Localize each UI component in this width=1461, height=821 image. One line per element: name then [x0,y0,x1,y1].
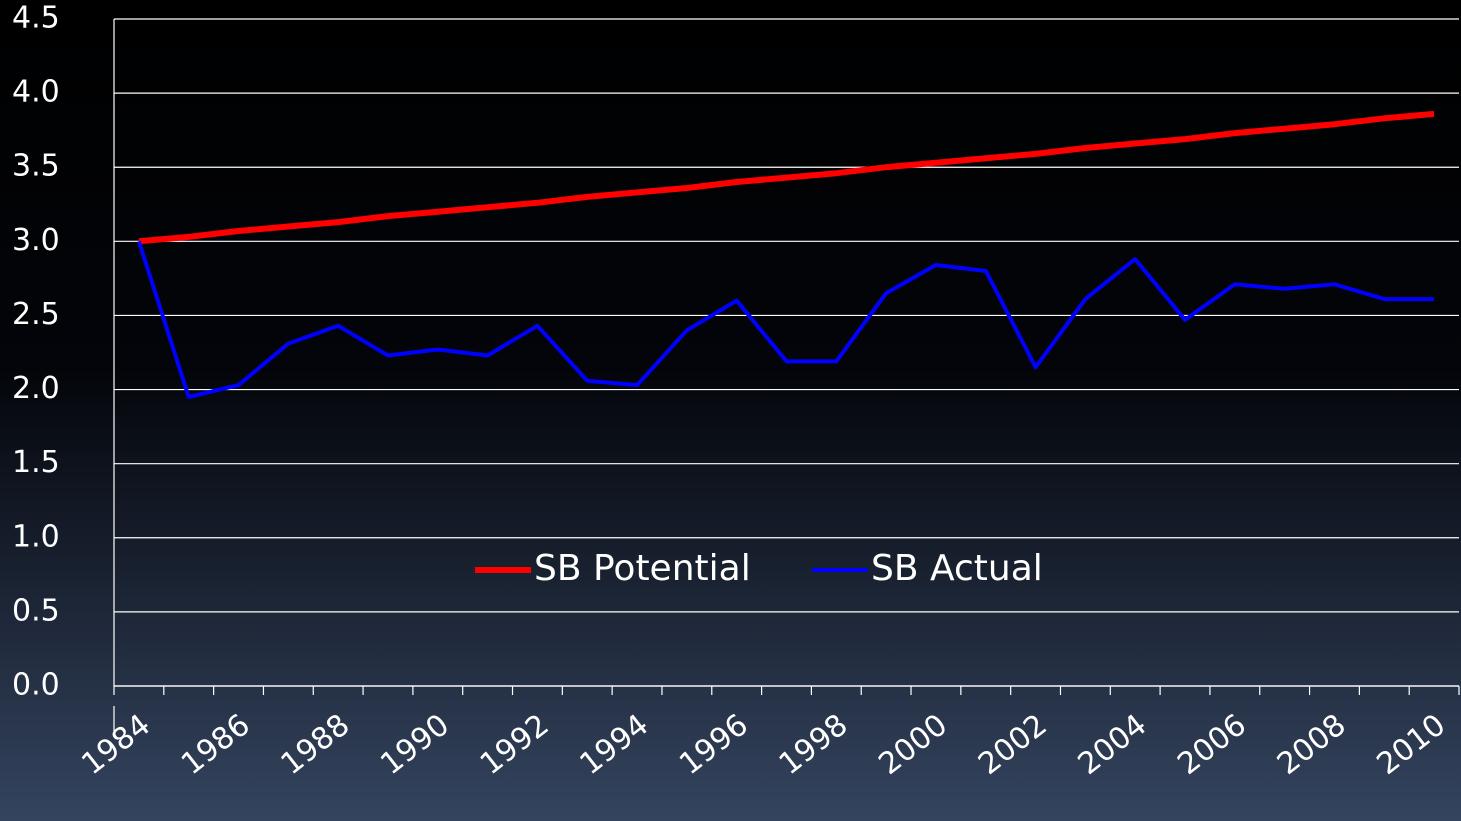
y-tick-label: 1.5 [12,445,60,480]
y-tick-label: 4.0 [12,75,60,110]
line-series [138,110,1435,245]
y-tick-label: 0.0 [12,668,60,703]
line-series [136,240,1435,399]
y-tick-label: 2.5 [12,297,60,332]
legend-label: SB Potential [534,548,751,589]
y-tick-label: 4.5 [12,1,60,36]
y-tick-label: 3.5 [12,149,60,184]
y-tick-label: 1.0 [12,519,60,554]
legend-label: SB Actual [871,548,1043,589]
y-tick-label: 2.0 [12,371,60,406]
y-tick-label: 3.0 [12,223,60,258]
y-tick-label: 0.5 [12,593,60,628]
